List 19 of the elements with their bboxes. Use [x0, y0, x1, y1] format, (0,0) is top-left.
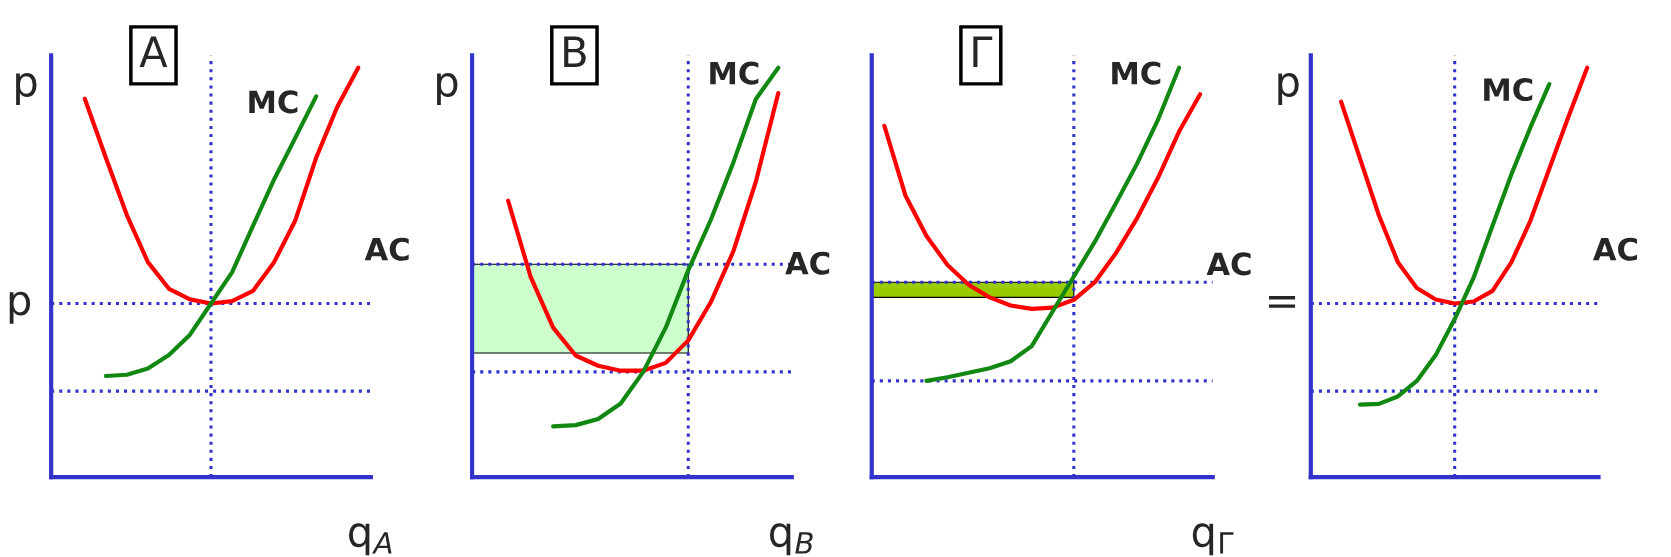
- text: p: [9, 291, 31, 324]
- text: AC: [1593, 237, 1637, 261]
- x-axis-title: q$_{B}$: [769, 523, 813, 556]
- text: AC: [364, 237, 409, 261]
- chart-title: B: [564, 36, 586, 67]
- x-axis-title: q$_{Γ}$: [1192, 523, 1234, 556]
- y-axis-title: p: [1278, 73, 1299, 106]
- y-axis-title: p: [437, 73, 458, 106]
- series-label: MC: [710, 61, 759, 85]
- text: AC: [1206, 252, 1251, 276]
- chart-title: Γ: [973, 36, 993, 67]
- y-axis-title: p: [16, 73, 37, 106]
- series-label: MC: [1484, 77, 1533, 102]
- text: =: [1268, 296, 1296, 308]
- chart-title: A: [139, 36, 168, 67]
- series-label: MC: [1112, 61, 1161, 85]
- series-label: AC: [785, 251, 830, 275]
- x-axis-title: q$_{A}$: [348, 523, 392, 556]
- series-label: MC: [249, 90, 298, 114]
